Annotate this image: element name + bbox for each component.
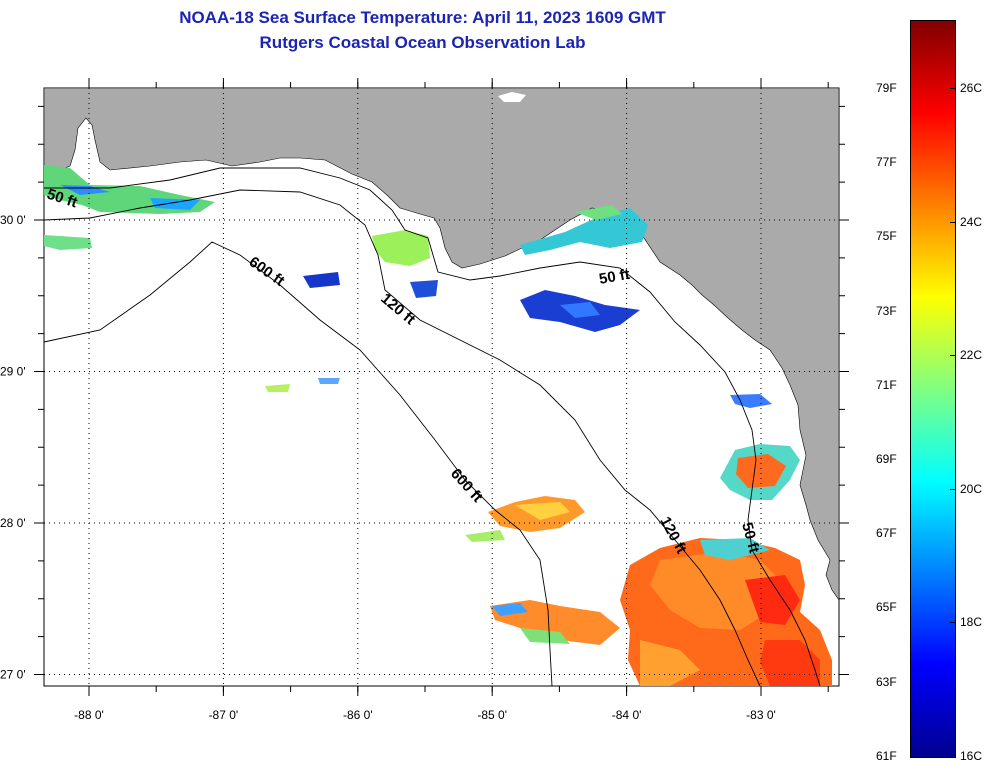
colorbar-tick (950, 221, 956, 223)
contour-50ft (44, 167, 821, 687)
sst-patch (60, 185, 110, 195)
colorbar-tick (950, 88, 956, 89)
bathymetry-contours (43, 167, 821, 687)
colorbar-f-label: 77F (876, 155, 897, 170)
sst-patch (465, 530, 505, 542)
lat-tick-label: 29 0' (0, 365, 26, 379)
lat-tick-label: 27 0' (0, 668, 26, 682)
sst-patch (730, 394, 772, 408)
colorbar-f-label: 71F (876, 377, 897, 392)
inland-lake (498, 92, 526, 102)
sst-patch (410, 280, 438, 298)
sst-patch (44, 235, 92, 250)
lon-tick-label: -88 0' (74, 708, 104, 722)
colorbar-tick (950, 355, 956, 356)
colorbar-c-label: 18C (960, 615, 983, 629)
inland-lake (780, 512, 796, 530)
colorbar-f-label: 67F (876, 526, 897, 541)
colorbar-f-label: 79F (876, 81, 897, 95)
colorbar-tick (950, 488, 956, 490)
sst-patch (560, 302, 600, 318)
sst-patch (650, 552, 780, 630)
colorbar-c-label: 24C (960, 214, 983, 229)
sst-patch (520, 208, 648, 255)
lon-tick-label: -83 0' (746, 708, 776, 722)
lon-tick-label: -84 0' (612, 708, 642, 722)
lon-tick-label: -85 0' (477, 708, 507, 722)
colorbar-f-label: 61F (876, 749, 897, 763)
sst-patch (372, 230, 430, 266)
colorbar-f-label: 65F (876, 600, 897, 615)
sst-patch (520, 628, 570, 644)
axis-ticks: -88 0' -87 0' -86 0' -85 0' -84 0' -83 0' 30 0… (0, 78, 849, 722)
sst-patch (150, 198, 200, 210)
sst-patch (700, 538, 770, 560)
colorbar-f-label: 73F (876, 303, 897, 318)
colorbar-c-label: 22C (960, 348, 983, 362)
sst-patch (736, 454, 786, 488)
sst-patch (265, 384, 290, 392)
sst-patch (318, 378, 340, 384)
sst-patch (303, 272, 340, 288)
chart-subtitle: Rutgers Coastal Ocean Observation Lab (259, 33, 586, 52)
lat-tick-label: 30 0' (0, 213, 26, 227)
colorbar-c-label: 20C (960, 481, 983, 496)
contour-label-50ft-mid: 50 ft (598, 266, 631, 288)
lon-tick-label: -87 0' (209, 708, 239, 722)
colorbar-tick (950, 622, 956, 623)
colorbar-f-label: 75F (876, 229, 897, 244)
lat-tick-label: 28 0' (0, 516, 26, 530)
colorbar-f-label: 63F (876, 674, 897, 689)
lon-tick-label: -86 0' (343, 708, 373, 722)
chart-title: NOAA-18 Sea Surface Temperature: April 1… (179, 8, 666, 27)
colorbar-c-label: 26C (960, 81, 983, 95)
sst-patch (492, 603, 528, 616)
contour-600ft (43, 241, 553, 687)
colorbar-c-label: 16C (960, 749, 983, 763)
colorbar-f-label: 69F (876, 452, 897, 466)
contour-120ft (43, 189, 761, 687)
temperature-colorbar (910, 20, 956, 758)
sst-patch (575, 205, 622, 220)
sst-patch (745, 575, 800, 625)
sst-patch (515, 502, 570, 520)
